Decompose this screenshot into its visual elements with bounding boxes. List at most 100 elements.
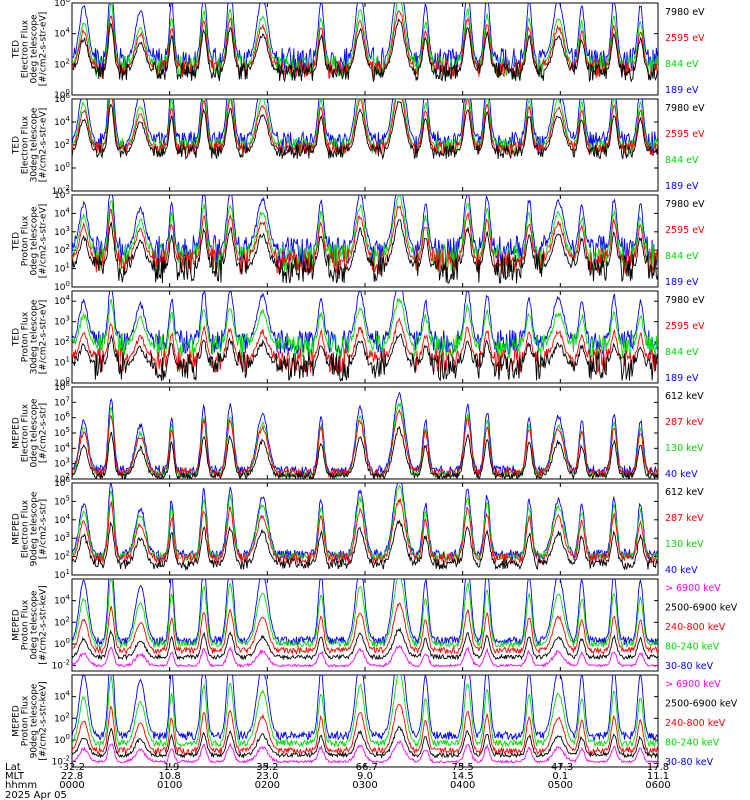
y-tick-label-0: 104: [54, 294, 70, 307]
legend-entry: 2595 eV: [665, 321, 705, 332]
y-axis-label: TEDProton Flux0deg telescope[#/cm2-s-str…: [12, 204, 49, 279]
y-tick-label-1: 107: [54, 395, 70, 408]
series-2595-ev: [72, 317, 658, 374]
y-axis-label: TEDElectron Flux0deg telescope[#/cm2-s-s…: [12, 12, 49, 87]
series-group: [72, 675, 658, 764]
legend-entry: 2595 eV: [665, 129, 705, 140]
y-tick-label-2: 102: [54, 335, 70, 348]
legend-entry: 30-80 keV: [665, 757, 714, 768]
legend-entry: 2595 eV: [665, 225, 705, 236]
y-tick-label-1: 104: [54, 27, 70, 40]
y-tick-label-2: 104: [54, 513, 70, 526]
y-tick-label-2: 106: [54, 411, 70, 424]
series-2500-6900-kev: [72, 725, 658, 759]
legend-entry: 2500-6900 keV: [665, 699, 738, 710]
lat-tick-label: -32.2: [59, 762, 85, 773]
y-axis-label: MEPEDProton Flux90deg telescope[#/cm2-s-…: [12, 681, 49, 760]
legend-entry: 40 keV: [665, 469, 698, 480]
legend-entry: 612 keV: [665, 487, 704, 498]
series-group: [72, 99, 658, 161]
series-189-ev: [72, 291, 658, 355]
y-tick-label-1: 102: [54, 711, 70, 724]
series-189-ev: [72, 3, 658, 76]
y-tick-label-2: 100: [54, 733, 70, 746]
mlt-tick-label: 14.5: [452, 771, 474, 782]
series-2595-ev: [72, 99, 658, 157]
y-tick-label-3: 100: [54, 161, 70, 174]
series-80-240-kev: [72, 675, 658, 749]
series-40-kev: [72, 483, 658, 563]
y-tick-label-1: 104: [54, 206, 70, 219]
date-label: 2025 Apr 05: [5, 790, 67, 800]
series-240-800-kev: [72, 703, 658, 756]
mlt-tick-label: 9.0: [357, 771, 373, 782]
series-189-ev: [72, 195, 658, 267]
series-612-kev: [72, 519, 658, 572]
y-tick-label-2: 103: [54, 225, 70, 238]
mlt-tick-label: 10.8: [159, 771, 181, 782]
mlt-tick-label: 11.1: [647, 771, 669, 782]
mlt-tick-label: 0.1: [552, 771, 568, 782]
hhmm-tick-label: 0200: [255, 780, 280, 791]
lat-tick-label: -1.9: [160, 762, 180, 773]
y-tick-label-3: 10-2: [52, 659, 70, 672]
legend-entry: 7980 eV: [665, 295, 705, 306]
lat-row-label: Lat: [5, 762, 21, 773]
flux-panels: 106 104 102 100 TEDElectron Flux0deg telesco…: [12, 0, 738, 768]
panel-frame: [71, 194, 659, 288]
hhmm-tick-label: 0600: [645, 780, 670, 791]
series-2595-ev: [72, 204, 658, 275]
series-group: [72, 3, 658, 83]
series--6900-kev: [72, 739, 658, 764]
y-tick-label-1: 103: [54, 315, 70, 328]
series-612-kev: [72, 425, 658, 479]
y-axis-label: MEPEDElectron Flux0deg telescope[#/cm2-s…: [12, 398, 49, 468]
y-tick-label-1: 102: [54, 615, 70, 628]
y-tick-label-0: 104: [54, 594, 70, 607]
y-tick-label-5: 101: [54, 568, 70, 581]
y-axis-label: TEDProton Flux30deg telescope[#/cm2-s-st…: [12, 299, 49, 374]
legend-entry: 240-800 keV: [665, 718, 726, 729]
y-tick-label-4: 101: [54, 262, 70, 275]
lat-tick-label: -47.3: [547, 762, 573, 773]
legend-entry: 844 eV: [665, 347, 699, 358]
series-7980-ev: [72, 101, 658, 161]
legend-entry: 612 keV: [665, 391, 704, 402]
series-189-ev: [72, 99, 658, 153]
mlt-tick-label: 23.0: [256, 771, 278, 782]
lat-tick-label: 35.2: [256, 762, 278, 773]
legend-entry: 80-240 keV: [665, 738, 720, 749]
series-30-80-kev: [72, 675, 658, 742]
hhmm-tick-label: 0300: [352, 780, 377, 791]
legend-entry: 844 eV: [665, 59, 699, 70]
legend-entry: 189 eV: [665, 373, 699, 384]
y-tick-label-3: 105: [54, 426, 70, 439]
series-7980-ev: [72, 18, 658, 83]
series-844-ev: [72, 3, 658, 78]
y-tick-label-0: 104: [54, 690, 70, 703]
series-2595-ev: [72, 10, 658, 79]
series-80-240-kev: [72, 579, 658, 649]
hhmm-tick-label: 0400: [450, 780, 475, 791]
series-844-ev: [72, 297, 658, 360]
series-30-80-kev: [72, 579, 658, 647]
series-group: [72, 391, 658, 479]
legend-entry: > 6900 keV: [665, 679, 721, 690]
y-tick-label-2: 102: [54, 138, 70, 151]
y-tick-label-1: 104: [54, 115, 70, 128]
series-287-kev: [72, 498, 658, 566]
legend-entry: 130 keV: [665, 539, 704, 550]
hhmm-row-label: hhmm: [5, 780, 37, 791]
legend-entry: 2500-6900 keV: [665, 603, 738, 614]
legend-entry: 240-800 keV: [665, 622, 726, 633]
y-tick-label-4: 102: [54, 550, 70, 563]
y-tick-label-4: 104: [54, 441, 70, 454]
y-tick-label-3: 101: [54, 356, 70, 369]
legend-entry: 40 keV: [665, 565, 698, 576]
y-tick-label-2: 100: [54, 637, 70, 650]
